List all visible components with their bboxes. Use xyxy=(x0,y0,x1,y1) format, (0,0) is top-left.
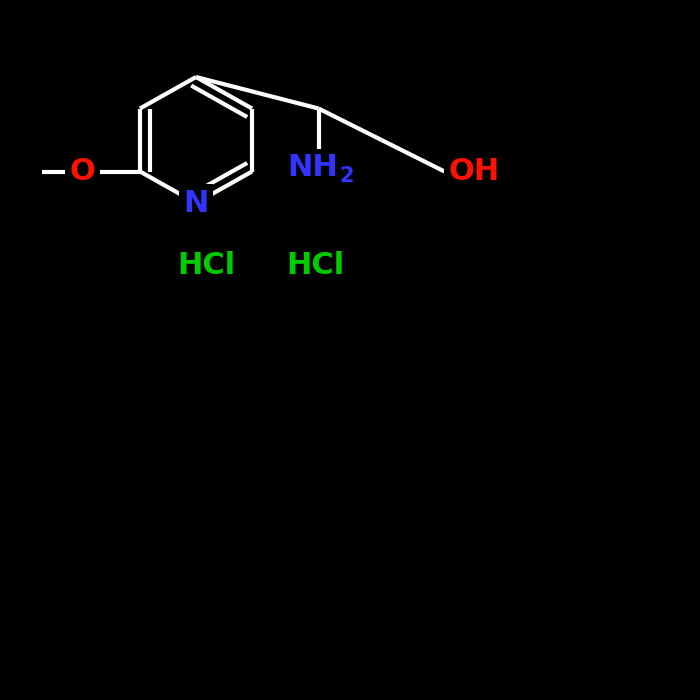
Text: NH: NH xyxy=(288,153,338,183)
Text: N: N xyxy=(183,188,209,218)
Text: O: O xyxy=(70,157,95,186)
Text: OH: OH xyxy=(448,157,499,186)
Text: 2: 2 xyxy=(340,167,354,186)
Text: HCl: HCl xyxy=(286,251,344,281)
Text: HCl: HCl xyxy=(177,251,236,281)
